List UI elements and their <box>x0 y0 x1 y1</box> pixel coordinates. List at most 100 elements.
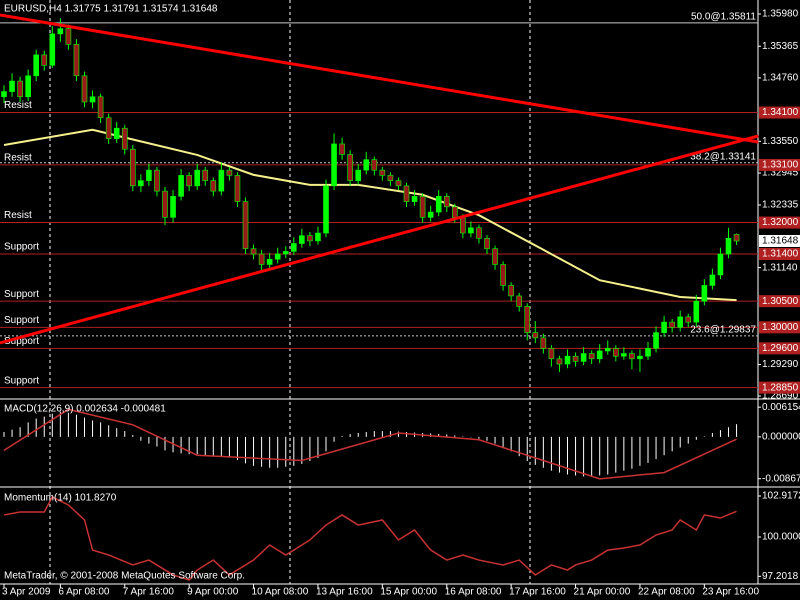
candle-body <box>202 169 209 181</box>
candle-body <box>645 348 651 357</box>
candle-body <box>194 169 200 187</box>
candle-body <box>130 148 136 187</box>
moving-average <box>3 128 737 302</box>
candle-body <box>492 248 498 265</box>
x-tick-label: 15 Apr 00:00 <box>380 587 437 598</box>
candle-body <box>363 159 370 171</box>
candle-body <box>323 185 329 234</box>
candle-body <box>154 169 160 192</box>
level-label: 1.33100 <box>762 160 799 171</box>
candle-body <box>331 143 337 187</box>
candle-body <box>395 180 402 187</box>
candle-body <box>588 353 595 360</box>
candle-body <box>468 227 474 234</box>
candle-body <box>733 234 740 242</box>
candle-body <box>508 285 514 297</box>
level-label: 1.29600 <box>762 343 799 354</box>
candle-body <box>290 243 297 252</box>
level-box <box>759 381 800 394</box>
candle-body <box>41 54 48 66</box>
candle-body <box>411 196 418 202</box>
candle-body <box>685 316 692 323</box>
candle-body <box>451 206 458 218</box>
level-box <box>759 295 800 308</box>
candle-body <box>476 227 482 239</box>
trend-line <box>0 134 759 345</box>
candle-body <box>653 332 659 349</box>
candle-body <box>717 253 724 276</box>
y-tick-label: 1.29290 <box>762 359 799 370</box>
candle-body <box>73 44 80 77</box>
candle-body <box>226 169 233 176</box>
candle-body <box>315 232 321 242</box>
y-tick-label: 0.000000 <box>762 432 800 443</box>
candle-body <box>524 306 531 333</box>
level-box <box>759 247 800 260</box>
candle-body <box>113 127 120 140</box>
candle-body <box>435 196 442 213</box>
current-price-box <box>759 235 800 248</box>
candle-body <box>661 321 667 333</box>
level-box <box>759 158 800 171</box>
candle-body <box>427 211 434 218</box>
candle-body <box>629 353 635 360</box>
x-tick-label: 17 Apr 16:00 <box>509 587 566 598</box>
y-tick-label: 102.9172 <box>762 491 800 502</box>
candle-body <box>234 175 241 202</box>
candle-body <box>580 353 587 362</box>
candle-body <box>65 28 72 45</box>
candle-body <box>274 253 281 260</box>
y-tick-label: 0.006154 <box>762 402 800 413</box>
candle-body <box>725 237 732 255</box>
candle-body <box>556 358 563 365</box>
candle-body <box>701 285 708 302</box>
candle-body <box>548 348 555 360</box>
candle-body <box>500 264 506 286</box>
candle-body <box>266 258 273 265</box>
candle-body <box>371 159 378 171</box>
level-label: 1.28850 <box>762 382 799 393</box>
level-box <box>759 342 800 355</box>
candle-body <box>339 143 345 155</box>
candle-body <box>218 169 225 192</box>
candle-body <box>612 348 619 357</box>
candle-body <box>138 180 144 187</box>
level-box <box>759 216 800 229</box>
y-tick-label: 100.0000 <box>762 532 800 543</box>
trend-line <box>0 13 759 144</box>
y-tick-label: 1.33550 <box>762 136 799 147</box>
candle-body <box>170 196 176 218</box>
x-tick-label: 10 Apr 08:00 <box>252 587 309 598</box>
y-tick-label: 1.35980 <box>762 9 799 20</box>
level-text: Resist <box>4 153 32 164</box>
level-label: 1.30000 <box>762 322 799 333</box>
y-tick-label: 1.31140 <box>762 262 798 273</box>
level-label: 1.30500 <box>762 296 799 307</box>
candle-body <box>97 96 104 119</box>
candle-body <box>49 33 56 66</box>
momentum-line <box>3 495 737 581</box>
candle-body <box>146 169 152 181</box>
y-tick-label: 1.32335 <box>762 200 799 211</box>
level-label: 1.31400 <box>762 249 799 260</box>
candle-body <box>460 217 466 234</box>
candle-body <box>621 353 627 357</box>
macd-signal <box>3 408 737 480</box>
fib-label: 38.2@1.33141 <box>690 151 756 162</box>
candle-body <box>403 185 410 202</box>
panel-title: EURUSD,H4 1.31775 1.31791 1.31574 1.3164… <box>4 4 218 15</box>
y-tick-label: 97.2018 <box>762 571 799 582</box>
candle-body <box>484 237 490 250</box>
candle-body <box>258 253 265 265</box>
candle-body <box>162 190 168 218</box>
candle-body <box>121 127 128 150</box>
candle-body <box>347 154 353 181</box>
level-text: Support <box>4 336 39 347</box>
candle-body <box>57 28 64 35</box>
candle-body <box>355 169 362 181</box>
candle-body <box>9 80 15 92</box>
level-box <box>759 106 800 119</box>
fib-label: 50.0@1.35811 <box>691 11 756 22</box>
